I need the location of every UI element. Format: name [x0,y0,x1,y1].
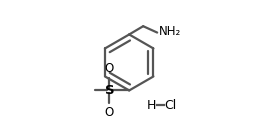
Text: H: H [147,99,156,112]
Text: Cl: Cl [165,99,177,112]
Text: O: O [105,106,114,119]
Text: O: O [105,61,114,74]
Text: NH₂: NH₂ [159,25,181,38]
Text: S: S [105,84,114,97]
